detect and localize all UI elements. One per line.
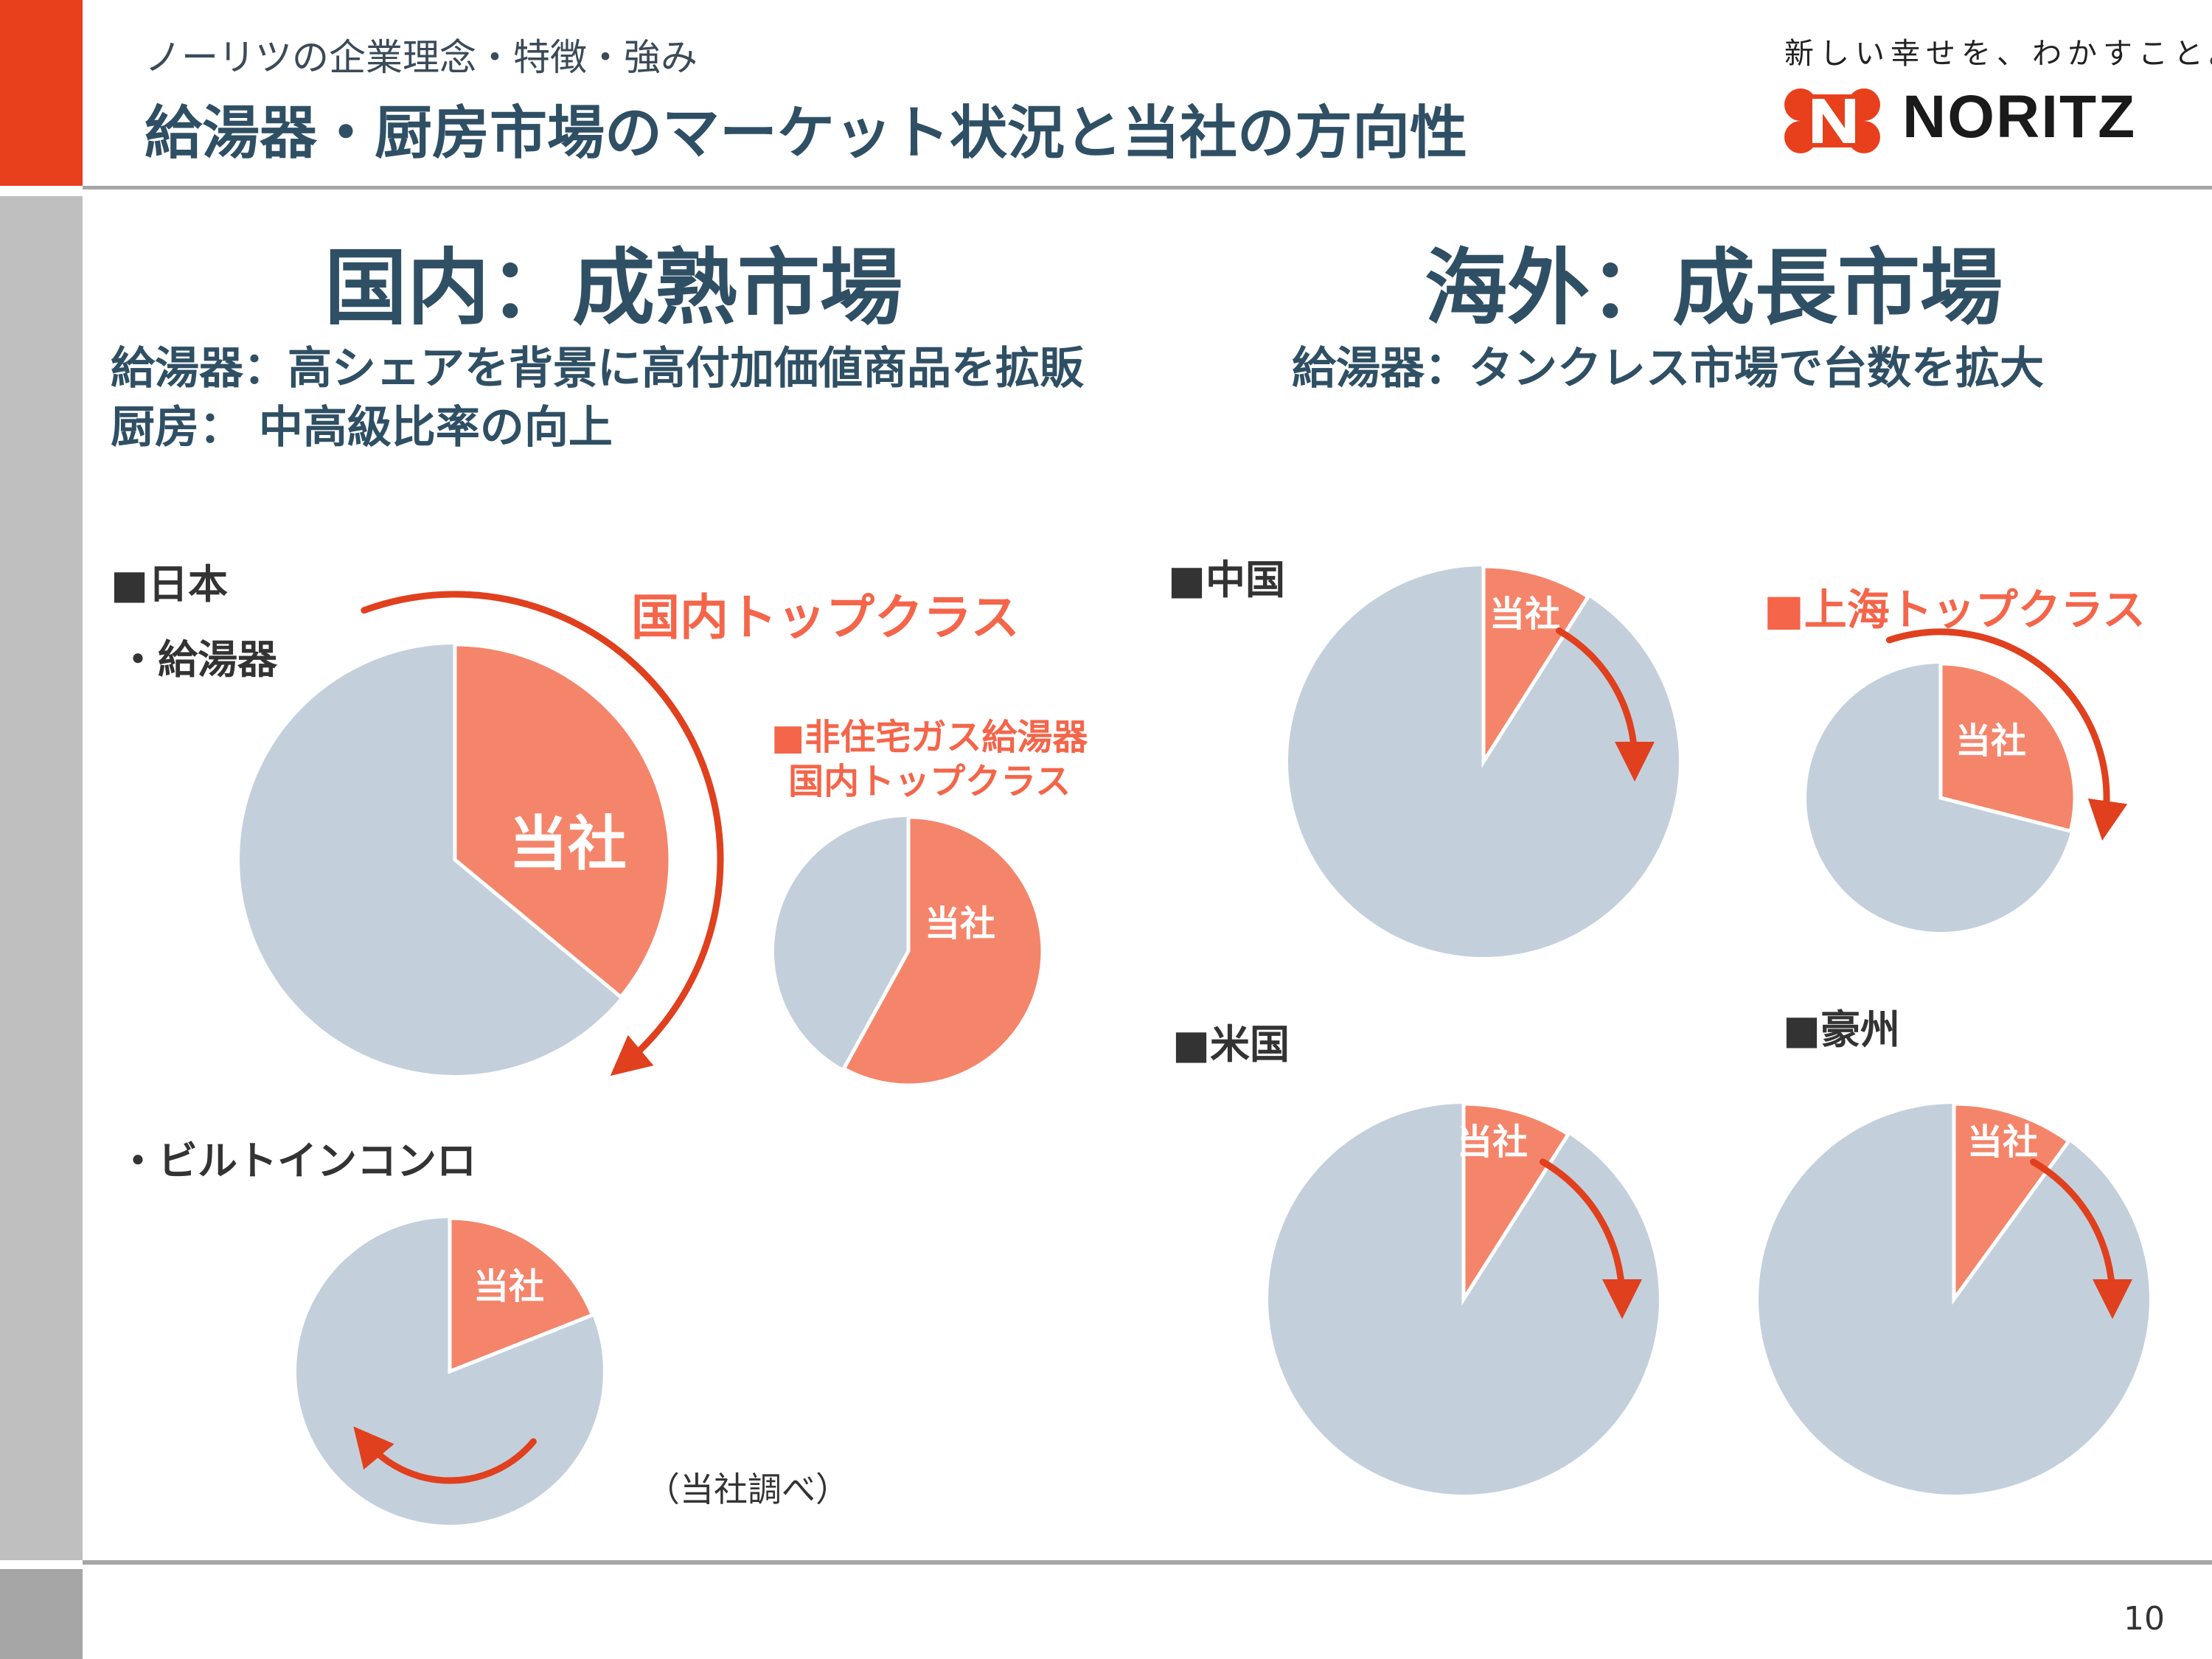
growth-arrow <box>2030 1158 2132 1319</box>
growth-arrow <box>1540 1158 1642 1319</box>
pie-slice-others <box>1268 1104 1659 1495</box>
growth-arrow <box>1556 627 1655 782</box>
pie-chart-6: 当社 <box>1268 1102 1659 1495</box>
pie-slice-others <box>1288 566 1679 957</box>
brand-tagline: 新しい幸せを、わかすこと。 <box>1784 37 2212 71</box>
pie-slice-company <box>1938 661 2077 834</box>
pie-slice-company <box>1952 1102 2072 1305</box>
pie-slice-others <box>1759 1104 2149 1495</box>
source-note: （当社調べ） <box>646 1470 849 1509</box>
growth-arrow-start <box>1887 637 1893 641</box>
pie-chart-1: 当社 <box>240 591 724 1077</box>
pie-chart-3: 当社 <box>296 1216 603 1525</box>
nonres-line-2: 国内トップクラス <box>788 761 1071 802</box>
nonres-line-1: ■非住宅ガス給湯器 <box>771 717 1088 758</box>
pie-label-company: 当社 <box>1967 1121 2038 1163</box>
pie-slice-others <box>774 817 1043 1085</box>
pie-slice-others <box>296 1218 603 1525</box>
domestic-heading: 国内：成熟市場 <box>324 240 902 336</box>
side-bar <box>0 196 83 1560</box>
domestic-top-class: 国内トップクラス <box>631 589 1020 646</box>
region-usa: ■米国 <box>1172 1021 1290 1068</box>
accent-bar <box>0 0 83 186</box>
growth-arrow <box>1885 628 2128 841</box>
water-heater-label: ・給湯器 <box>118 636 277 683</box>
shanghai-top-class: ■上海トップクラス <box>1764 585 2146 635</box>
side-bar-bottom <box>0 1569 83 1659</box>
pie-slice-company <box>1481 564 1591 768</box>
pie-slice-others <box>1806 664 2075 932</box>
pie-label-company: 当社 <box>1955 720 2026 762</box>
pie-chart-5: 当社 <box>1806 628 2128 932</box>
pie-chart-2: 当社 <box>774 815 1045 1088</box>
overseas-line-1: 給湯器：タンクレス市場で台数を拡大 <box>1292 343 2044 394</box>
page-title: 給湯器・厨房市場のマーケット状況と当社の方向性 <box>145 100 1468 167</box>
growth-arrow <box>353 1426 537 1484</box>
footer-divider <box>83 1560 2212 1565</box>
header-divider <box>83 186 2212 189</box>
pie-chart-4: 当社 <box>1288 564 1679 957</box>
page-subtitle: ノーリツの企業理念・特徴・強み <box>145 36 698 79</box>
logo-wordmark: NORITZ <box>1902 83 2137 150</box>
domestic-line-1: 給湯器：高シェアを背景に高付加価値商品を拡販 <box>111 343 1084 394</box>
pie-slice-others <box>240 644 670 1075</box>
nonres-label: ■非住宅ガス給湯器 国内トップクラス <box>771 715 1088 804</box>
page-number: 10 <box>2124 1600 2165 1638</box>
pie-label-company: 当社 <box>509 810 627 878</box>
growth-arrow <box>361 591 724 1077</box>
pie-label-company: 当社 <box>473 1266 544 1307</box>
overseas-heading: 海外：成長市場 <box>1425 240 2003 336</box>
pie-chart-7: 当社 <box>1759 1102 2149 1495</box>
pie-label-company: 当社 <box>1489 594 1560 635</box>
pie-slice-company <box>453 642 672 1000</box>
pie-slice-company <box>1461 1102 1571 1306</box>
pie-label-company: 当社 <box>925 903 995 945</box>
region-japan: ■日本 <box>111 561 229 608</box>
pie-slice-company <box>841 815 1045 1088</box>
growth-arrow-start <box>362 607 367 612</box>
noritz-logo-icon <box>1784 88 1880 153</box>
region-china: ■中国 <box>1168 557 1286 603</box>
builtin-stove-label: ・ビルトインコンロ <box>118 1138 476 1184</box>
pie-label-company: 当社 <box>1457 1121 1528 1163</box>
region-australia: ■豪州 <box>1783 1006 1901 1053</box>
pie-slice-company <box>448 1216 595 1374</box>
domestic-line-2: 厨房： 中高級比率の向上 <box>111 402 613 453</box>
